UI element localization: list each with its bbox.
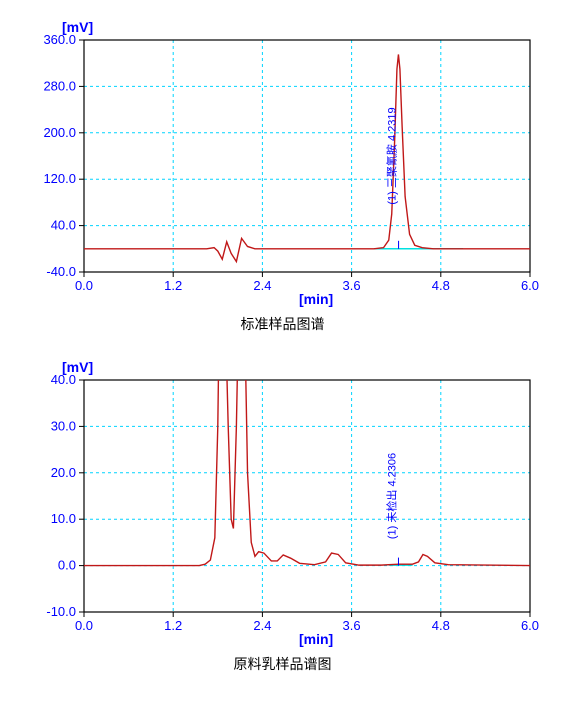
svg-text:[min]: [min]: [299, 631, 333, 647]
svg-text:3.6: 3.6: [343, 618, 361, 633]
chart-1-caption: 标准样品图谱: [12, 314, 553, 334]
chart-2-svg: 0.01.22.43.64.86.0-10.00.010.020.030.040…: [12, 352, 542, 652]
chart-2-caption: 原料乳样品谱图: [12, 654, 553, 674]
svg-text:120.0: 120.0: [43, 171, 76, 186]
svg-text:200.0: 200.0: [43, 125, 76, 140]
svg-text:1.2: 1.2: [164, 278, 182, 293]
svg-text:280.0: 280.0: [43, 78, 76, 93]
chart-1-svg: 0.0 1.2 2.4 3.6 4.8 6.0 -40.0 40.0 120.0 200.0 280…: [12, 12, 542, 312]
svg-text:(1) 未检出 4.2306: (1) 未检出 4.2306: [384, 453, 398, 539]
svg-text:4.8: 4.8: [432, 618, 450, 633]
svg-text:0.0: 0.0: [75, 278, 93, 293]
svg-text:[mV]: [mV]: [62, 19, 93, 35]
svg-text:3.6: 3.6: [343, 278, 361, 293]
chart-1: 0.0 1.2 2.4 3.6 4.8 6.0 -40.0 40.0 120.0 200.0 280…: [12, 12, 553, 334]
svg-text:20.0: 20.0: [51, 465, 76, 480]
svg-text:0.0: 0.0: [75, 618, 93, 633]
svg-text:4.8: 4.8: [432, 278, 450, 293]
svg-text:[mV]: [mV]: [62, 359, 93, 375]
chart-2: 0.01.22.43.64.86.0-10.00.010.020.030.040…: [12, 352, 553, 674]
svg-text:2.4: 2.4: [253, 618, 271, 633]
svg-text:-40.0: -40.0: [46, 264, 76, 279]
svg-text:1.2: 1.2: [164, 618, 182, 633]
svg-text:30.0: 30.0: [51, 418, 76, 433]
svg-text:40.0: 40.0: [51, 218, 76, 233]
svg-text:2.4: 2.4: [253, 278, 271, 293]
svg-text:-10.0: -10.0: [46, 604, 76, 619]
svg-text:10.0: 10.0: [51, 511, 76, 526]
svg-text:6.0: 6.0: [521, 618, 539, 633]
svg-text:(1) 三聚氰胺 4.2319: (1) 三聚氰胺 4.2319: [385, 107, 399, 204]
svg-text:[min]: [min]: [299, 291, 333, 307]
svg-text:0.0: 0.0: [58, 558, 76, 573]
svg-text:6.0: 6.0: [521, 278, 539, 293]
